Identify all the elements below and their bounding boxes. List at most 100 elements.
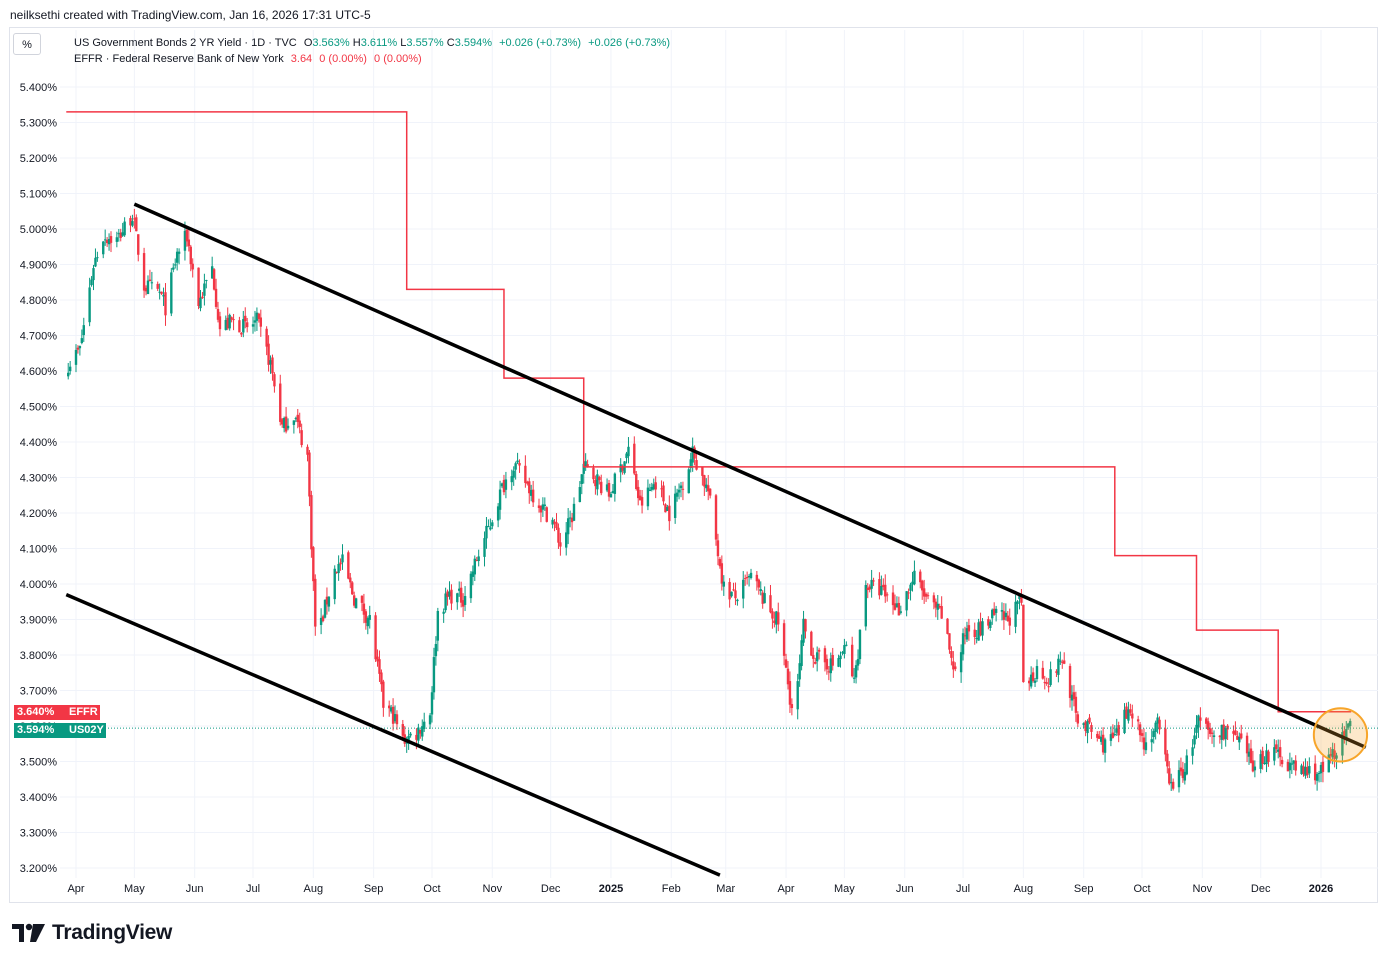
candle-body [1290, 763, 1294, 765]
candle-body [1245, 735, 1249, 754]
candle-body [212, 269, 216, 290]
candle-body [1082, 723, 1085, 725]
candle-body [306, 446, 309, 455]
candle-body [183, 230, 187, 251]
candle-body [718, 558, 722, 567]
candle-body [528, 481, 531, 494]
candle-body [191, 263, 194, 270]
candle-body [417, 727, 420, 741]
candle-body [1286, 761, 1290, 772]
y-tick-label: 4.800% [20, 295, 58, 307]
candle-body [959, 652, 963, 673]
y-tick-label: 4.200% [20, 508, 58, 520]
candle-body [950, 651, 953, 658]
candle-body [129, 218, 132, 226]
candle-body [796, 681, 799, 710]
tradingview-brand[interactable]: TradingView [12, 921, 172, 945]
candle-body [1253, 766, 1257, 771]
candle-body [975, 637, 978, 639]
legend-high-label: H [352, 37, 361, 49]
y-tick-label: 4.600% [20, 366, 58, 378]
candle-body [144, 287, 148, 292]
candle-body [74, 349, 78, 365]
candle-body [524, 465, 527, 483]
candle-body [92, 268, 95, 281]
candle-body [1226, 725, 1229, 730]
legend-open-label: O [303, 37, 313, 49]
x-tick-label: Aug [1014, 883, 1034, 895]
candle-body [450, 589, 453, 604]
candle-body [979, 621, 982, 636]
x-tick-label: Nov [1193, 883, 1213, 895]
candle-body [609, 494, 613, 498]
candle-body [884, 584, 887, 597]
x-tick-label: Oct [423, 883, 440, 895]
y-tick-label: 3.900% [20, 615, 58, 627]
candle-body [1306, 767, 1309, 775]
chart-credit: neilksethi created with TradingView.com,… [10, 8, 371, 22]
candle-body [872, 580, 875, 582]
candle-body [1138, 724, 1142, 736]
x-tick-label: Mar [716, 883, 735, 895]
candle-body [786, 668, 790, 685]
candle-body [736, 599, 739, 602]
candle-body [1347, 723, 1350, 728]
candle-body [1047, 686, 1050, 688]
candle-body [864, 584, 867, 627]
legend-effr-symbol[interactable]: EFFR · Federal Reserve Bank of New York [74, 53, 284, 65]
candle-body [419, 729, 422, 734]
candle-body [146, 280, 150, 295]
candle-body [662, 485, 665, 502]
candle-body [1033, 680, 1037, 683]
candle-body [1218, 735, 1222, 738]
candle-body [926, 595, 930, 597]
candle-body [668, 505, 671, 522]
candle-body [1341, 731, 1344, 756]
candle-body [312, 547, 315, 582]
candle-body [905, 591, 908, 611]
percent-scale-button[interactable]: % [13, 33, 41, 55]
candle-body [1247, 751, 1251, 757]
candle-body [1111, 732, 1115, 738]
candle-body [351, 582, 354, 595]
candle-body [761, 592, 764, 604]
candle-body [374, 615, 377, 660]
candle-body [823, 648, 827, 663]
candle-body [337, 563, 340, 574]
candle-body [555, 522, 558, 529]
candle-body [646, 487, 650, 507]
candle-body [695, 460, 698, 470]
candle-body [1086, 721, 1089, 734]
x-tick-label: Jun [896, 883, 914, 895]
candle-body [1166, 753, 1169, 767]
candle-body [1043, 681, 1046, 684]
candle-body [137, 234, 140, 255]
candle-body [1343, 730, 1346, 737]
candle-body [300, 430, 303, 446]
x-tick-label: Dec [541, 883, 561, 895]
candle-body [992, 608, 996, 615]
candle-body [891, 592, 895, 606]
legend-change-2: +0.026 (+0.73%) [588, 37, 671, 49]
candle-body [1020, 595, 1023, 603]
y-tick-label: 5.000% [20, 224, 58, 236]
chart-frame [9, 27, 1378, 903]
candle-body [282, 417, 286, 429]
candle-body [858, 629, 862, 660]
candle-body [705, 484, 708, 489]
legend-symbol[interactable]: US Government Bonds 2 YR Yield · 1D · TV… [74, 37, 297, 49]
candle-body [839, 655, 842, 660]
candle-body [259, 317, 263, 327]
candle-body [621, 466, 624, 471]
candle-body [148, 279, 152, 282]
candle-body [1195, 724, 1198, 733]
candle-body [475, 559, 478, 561]
candle-body [1206, 721, 1210, 730]
candle-body [473, 558, 476, 575]
candle-body [716, 540, 720, 557]
candle-body [518, 462, 521, 466]
candle-body [1278, 747, 1282, 758]
candle-body [271, 357, 274, 374]
candle-body [596, 474, 599, 490]
